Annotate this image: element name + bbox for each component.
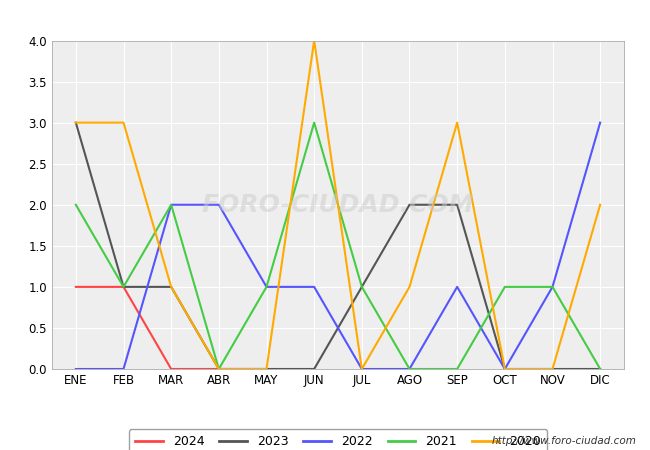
Text: http://www.foro-ciudad.com: http://www.foro-ciudad.com [492,436,637,446]
Text: FORO-CIUDAD.COM: FORO-CIUDAD.COM [202,193,474,217]
Legend: 2024, 2023, 2022, 2021, 2020: 2024, 2023, 2022, 2021, 2020 [129,429,547,450]
Text: Matriculaciones de Vehiculos en Pomar de Valdivia: Matriculaciones de Vehiculos en Pomar de… [96,11,554,29]
